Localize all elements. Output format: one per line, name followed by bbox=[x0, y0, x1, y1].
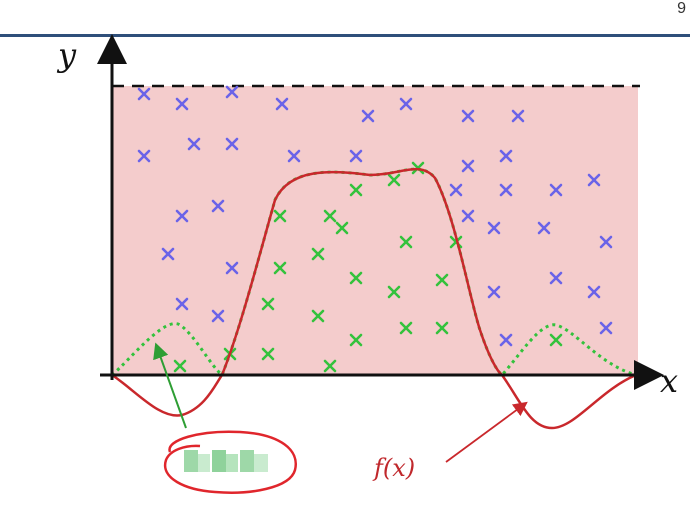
inside-x-marker bbox=[349, 183, 363, 197]
outside-x-marker bbox=[275, 97, 289, 111]
outside-x-marker bbox=[587, 173, 601, 187]
header-rule bbox=[0, 34, 690, 37]
outside-x-marker bbox=[499, 149, 513, 163]
outside-x-marker bbox=[225, 85, 239, 99]
inside-x-marker bbox=[387, 285, 401, 299]
outside-x-marker bbox=[549, 271, 563, 285]
page-number: 9 bbox=[677, 0, 686, 17]
outside-x-marker bbox=[211, 309, 225, 323]
outside-x-marker bbox=[449, 183, 463, 197]
function-label: f(x) bbox=[372, 454, 415, 482]
outside-x-marker bbox=[399, 97, 413, 111]
outside-x-marker bbox=[587, 285, 601, 299]
inside-x-marker bbox=[323, 209, 337, 223]
inside-x-marker bbox=[311, 309, 325, 323]
inside-x-marker bbox=[349, 333, 363, 347]
outside-x-marker bbox=[487, 221, 501, 235]
green-pointer-arrow bbox=[153, 342, 187, 429]
inside-x-marker bbox=[399, 321, 413, 335]
outside-x-marker bbox=[175, 97, 189, 111]
inside-x-marker bbox=[261, 297, 275, 311]
outside-x-marker bbox=[211, 199, 225, 213]
outside-x-marker bbox=[161, 247, 175, 261]
red-pointer-arrow bbox=[445, 401, 528, 463]
blurred-label bbox=[184, 450, 268, 472]
inside-x-marker bbox=[173, 359, 187, 373]
outside-x-marker bbox=[175, 297, 189, 311]
inside-x-marker bbox=[435, 321, 449, 335]
inside-x-marker bbox=[323, 359, 337, 373]
outside-x-marker bbox=[225, 261, 239, 275]
inside-x-marker bbox=[273, 209, 287, 223]
inside-x-marker bbox=[335, 221, 349, 235]
inside-x-marker bbox=[549, 333, 563, 347]
scribble-oval bbox=[163, 430, 297, 494]
outside-x-marker bbox=[187, 137, 201, 151]
outside-x-marker bbox=[225, 137, 239, 151]
inside-x-marker bbox=[435, 273, 449, 287]
outside-x-marker bbox=[287, 149, 301, 163]
outside-marker-group bbox=[137, 85, 613, 347]
outside-x-marker bbox=[599, 321, 613, 335]
outside-x-marker bbox=[137, 87, 151, 101]
outside-x-marker bbox=[349, 149, 363, 163]
shaded-region bbox=[112, 86, 638, 375]
outside-x-marker bbox=[511, 109, 525, 123]
outside-x-marker bbox=[487, 285, 501, 299]
outside-x-marker bbox=[461, 159, 475, 173]
outside-x-marker bbox=[137, 149, 151, 163]
y-axis-label: y bbox=[56, 36, 77, 74]
outside-x-marker bbox=[361, 109, 375, 123]
outside-x-marker bbox=[499, 183, 513, 197]
outside-x-marker bbox=[499, 333, 513, 347]
inside-x-marker bbox=[261, 347, 275, 361]
inside-x-marker bbox=[387, 173, 401, 187]
outside-x-marker bbox=[175, 209, 189, 223]
outside-x-marker bbox=[599, 235, 613, 249]
outside-x-marker bbox=[537, 221, 551, 235]
inside-x-marker bbox=[311, 247, 325, 261]
dotted-approximation-curve bbox=[111, 167, 637, 378]
x-axis-label: x bbox=[660, 362, 678, 400]
outside-x-marker bbox=[549, 183, 563, 197]
outside-x-marker bbox=[461, 209, 475, 223]
outside-x-marker bbox=[461, 109, 475, 123]
inside-x-marker bbox=[273, 261, 287, 275]
inside-x-marker bbox=[399, 235, 413, 249]
inside-x-marker bbox=[349, 271, 363, 285]
